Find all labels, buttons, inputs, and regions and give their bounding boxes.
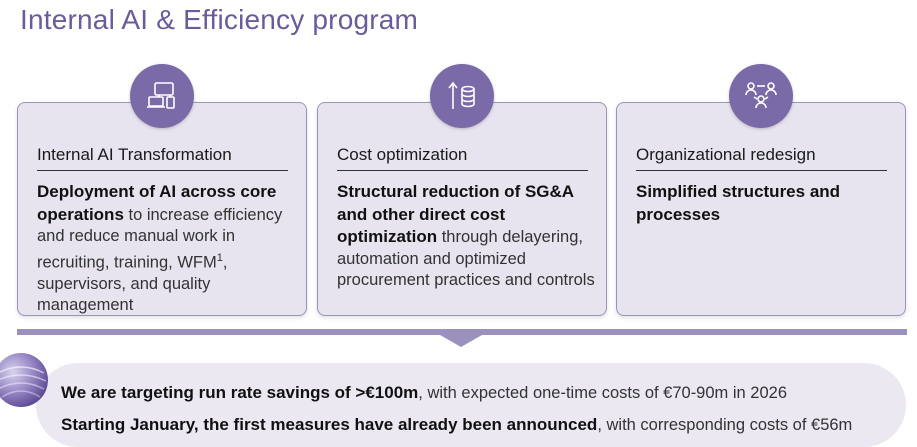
card-cost-optimization: Cost optimization Structural reduction o… [317, 102, 607, 316]
divider-bar [17, 329, 907, 335]
arrow-up-coins-icon [430, 64, 494, 128]
down-arrow-icon [440, 335, 482, 347]
banner-line-2-rest: , with corresponding costs of €56m [597, 416, 853, 434]
banner-line-1-rest: , with expected one-time costs of €70-90… [418, 384, 788, 402]
card-body-text: to increase efficiency and reduce manual… [37, 205, 283, 272]
card-bold-text: Structural reduction of SG&A and other d… [337, 182, 574, 246]
banner-line-2: Starting January, the first measures hav… [61, 415, 852, 435]
card-heading: Organizational redesign [636, 145, 887, 171]
page-title: Internal AI & Efficiency program [20, 4, 419, 35]
swirl-orb-icon [0, 353, 48, 407]
card-body-text-cont: , supervisors, and quality management [37, 253, 228, 314]
card-heading: Internal AI Transformation [37, 145, 288, 171]
footnote-mark: 1 [216, 251, 223, 264]
card-heading: Cost optimization [337, 145, 588, 171]
people-structure-icon [729, 64, 793, 128]
network-devices-icon [130, 64, 194, 128]
banner-line-1-bold: We are targeting run rate savings of >€1… [61, 383, 419, 402]
card-body: Simplified structures and processes [636, 181, 897, 226]
card-bold-text: Simplified structures and processes [636, 182, 841, 224]
card-body: Structural reduction of SG&A and other d… [337, 181, 598, 292]
card-body: Deployment of AI across core operations … [37, 181, 298, 317]
card-body-text: through delayering, automation and optim… [337, 228, 595, 289]
banner-line-2-bold: Starting January, the first measures hav… [61, 415, 598, 434]
card-bold-text: Deployment of AI across core operations [37, 182, 277, 224]
card-internal-ai: Internal AI Transformation Deployment of… [17, 102, 307, 316]
summary-banner [36, 363, 906, 447]
card-org-redesign: Organizational redesign Simplified struc… [616, 102, 906, 316]
banner-line-1: We are targeting run rate savings of >€1… [61, 383, 787, 403]
